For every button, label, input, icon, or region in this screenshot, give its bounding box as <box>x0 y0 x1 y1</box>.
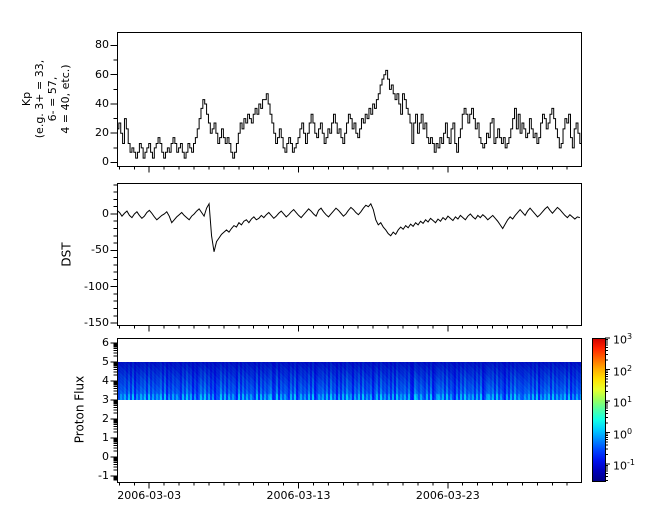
x-tick-label: 2006-03-03 <box>117 489 182 502</box>
panel-frame <box>117 338 582 483</box>
y-tick-label: -50 <box>91 243 109 257</box>
y-tick-label: 80 <box>95 38 109 52</box>
y-tick-label: 20 <box>95 126 109 140</box>
y-tick-label: 5 <box>102 354 109 368</box>
proton-flux-panel <box>110 338 582 489</box>
kp-panel <box>110 32 582 173</box>
x-tick-label: 2006-03-23 <box>415 489 480 502</box>
y-tick-label: 2 <box>102 411 109 425</box>
dst-panel <box>110 183 582 332</box>
kp-series-line <box>117 69 581 159</box>
kp-axis-label: Kp (e.g. 3+ = 33, 6- = 57, 4 = 40, etc.) <box>20 59 72 139</box>
colorbar <box>592 337 610 483</box>
colorbar-tick-label: 10-1 <box>613 458 635 473</box>
panel-frame <box>117 183 582 326</box>
y-tick-label: 60 <box>95 67 109 81</box>
colorbar-gradient <box>592 338 605 482</box>
y-tick-label: 40 <box>95 96 109 110</box>
colorbar-tick-label: 102 <box>613 363 633 379</box>
dst-series-line <box>116 202 580 252</box>
colorbar-tick-label: 100 <box>613 426 633 442</box>
y-tick-label: 4 <box>102 373 109 387</box>
colorbar-tick-label: 103 <box>613 332 633 347</box>
y-tick-label: 6 <box>102 335 109 349</box>
y-tick-label: -100 <box>84 279 109 293</box>
panel-frame <box>117 32 582 167</box>
y-tick-label: 3 <box>102 392 109 406</box>
x-tick-label: 2006-03-13 <box>266 489 331 502</box>
y-tick-label: 0 <box>102 155 109 169</box>
y-tick-label: 0 <box>102 206 109 220</box>
proton-flux-heatmap <box>118 362 581 400</box>
y-tick-label: -150 <box>84 316 109 330</box>
colorbar-tick-label: 101 <box>613 395 633 410</box>
y-tick-label: 1 <box>102 430 109 444</box>
y-tick-label: -1 <box>98 468 109 482</box>
y-tick-label: 0 <box>102 449 109 463</box>
